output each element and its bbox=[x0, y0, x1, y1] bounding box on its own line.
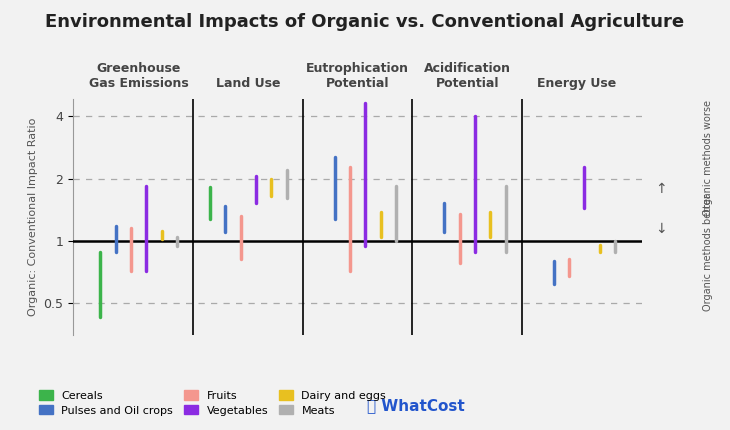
Text: Greenhouse
Gas Emissions: Greenhouse Gas Emissions bbox=[89, 62, 188, 90]
Y-axis label: Organic: Conventional Impact Ratio: Organic: Conventional Impact Ratio bbox=[28, 118, 38, 316]
Text: Energy Use: Energy Use bbox=[537, 77, 616, 90]
Text: Land Use: Land Use bbox=[216, 77, 280, 90]
Text: ↑: ↑ bbox=[655, 182, 666, 196]
Text: Acidification
Potential: Acidification Potential bbox=[423, 62, 511, 90]
Text: Organic methods better: Organic methods better bbox=[703, 194, 713, 311]
Text: Organic methods worse: Organic methods worse bbox=[703, 100, 713, 216]
Text: Environmental Impacts of Organic vs. Conventional Agriculture: Environmental Impacts of Organic vs. Con… bbox=[45, 13, 685, 31]
Text: ⭘ WhatCost: ⭘ WhatCost bbox=[367, 398, 465, 413]
Text: Eutrophication
Potential: Eutrophication Potential bbox=[306, 62, 410, 90]
Legend: Cereals, Pulses and Oil crops, Fruits, Vegetables, Dairy and eggs, Meats: Cereals, Pulses and Oil crops, Fruits, V… bbox=[35, 386, 391, 420]
Text: ↓: ↓ bbox=[655, 222, 666, 236]
